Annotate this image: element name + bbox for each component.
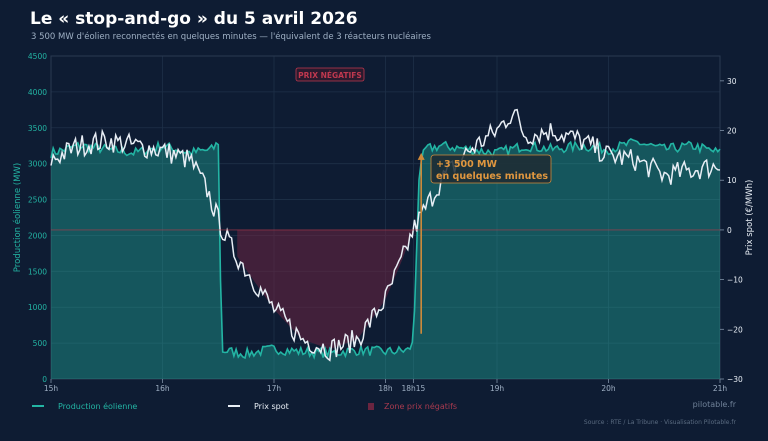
legend-label-wind: Production éolienne [58, 401, 138, 411]
y-tick-label-left: 1500 [28, 267, 47, 276]
y-tick-label-right: 30 [727, 77, 737, 86]
legend-label-negative-zone: Zone prix négatifs [384, 401, 458, 411]
source-note: Source : RTE / La Tribune · Visualisatio… [583, 419, 736, 426]
legend-swatch-wind [32, 405, 44, 407]
negative-price-badge-text: PRIX NÉGATIFS [298, 71, 362, 80]
legend-label-price: Prix spot [254, 401, 289, 411]
jump-annotation: +3 500 MW en quelques minutes [417, 152, 552, 334]
y-axis-right: −30 −20 −10 0 10 20 30 [720, 77, 743, 384]
y-tick-label-left: 4500 [28, 52, 47, 61]
legend-swatch-negative-zone [368, 402, 374, 410]
y-axis-left-label: Production éolienne (MW) [12, 163, 23, 272]
y-axis-left: 0 500 1000 1500 2000 2500 3000 3500 4000 4500 [28, 52, 47, 384]
brand-label: pilotable.fr [692, 400, 736, 409]
legend-item-price: Prix spot [228, 400, 289, 412]
jump-arrow-head [417, 152, 425, 160]
y-tick-label-right: −30 [727, 375, 743, 384]
legend-item-wind: Production éolienne [32, 400, 137, 412]
x-tick-label: 19h [490, 384, 505, 393]
negative-price-badge: PRIX NÉGATIFS [295, 67, 365, 82]
y-tick-label-right: 0 [727, 226, 732, 235]
y-tick-label-right: −20 [727, 325, 743, 334]
y-axis-right-label: Prix spot (€/MWh) [745, 180, 755, 256]
chart-title: Le « stop-and-go » du 5 avril 2026 [30, 9, 358, 29]
y-tick-label-right: −10 [727, 276, 743, 285]
series-line-price [50, 108, 721, 362]
x-tick-label: 18h [378, 384, 393, 393]
x-tick-label: 21h [713, 384, 728, 393]
x-axis: 15h 16h 17h 18h 18h15 19h 20h 21h [44, 379, 728, 393]
x-tick-label: 15h [44, 384, 59, 393]
negative-price-zone [237, 229, 414, 349]
legend-swatch-price [228, 405, 240, 407]
x-tick-label: 16h [155, 384, 170, 393]
wind-area [51, 138, 720, 379]
y-tick-label-left: 500 [33, 339, 48, 348]
x-tick-label: 17h [267, 384, 282, 393]
x-tick-label: 18h15 [401, 384, 425, 393]
y-tick-label-left: 3000 [28, 160, 47, 169]
y-tick-label-left: 0 [42, 375, 47, 384]
y-tick-label-left: 4000 [28, 88, 47, 97]
jump-annotation-line1: +3 500 MW [436, 159, 497, 170]
y-tick-label-right: 20 [727, 127, 737, 136]
y-tick-label-right: 10 [727, 176, 737, 185]
jump-annotation-line2: en quelques minutes [436, 171, 548, 182]
chart-subtitle: 3 500 MW d'éolien reconnectés en quelque… [31, 32, 431, 42]
legend-item-negative-zone: Zone prix négatifs [368, 400, 457, 412]
y-tick-label-left: 1000 [28, 303, 47, 312]
y-tick-label-left: 2500 [28, 196, 47, 205]
y-tick-label-left: 3500 [28, 124, 47, 133]
x-tick-label: 20h [601, 384, 616, 393]
y-tick-label-left: 2000 [28, 231, 47, 240]
